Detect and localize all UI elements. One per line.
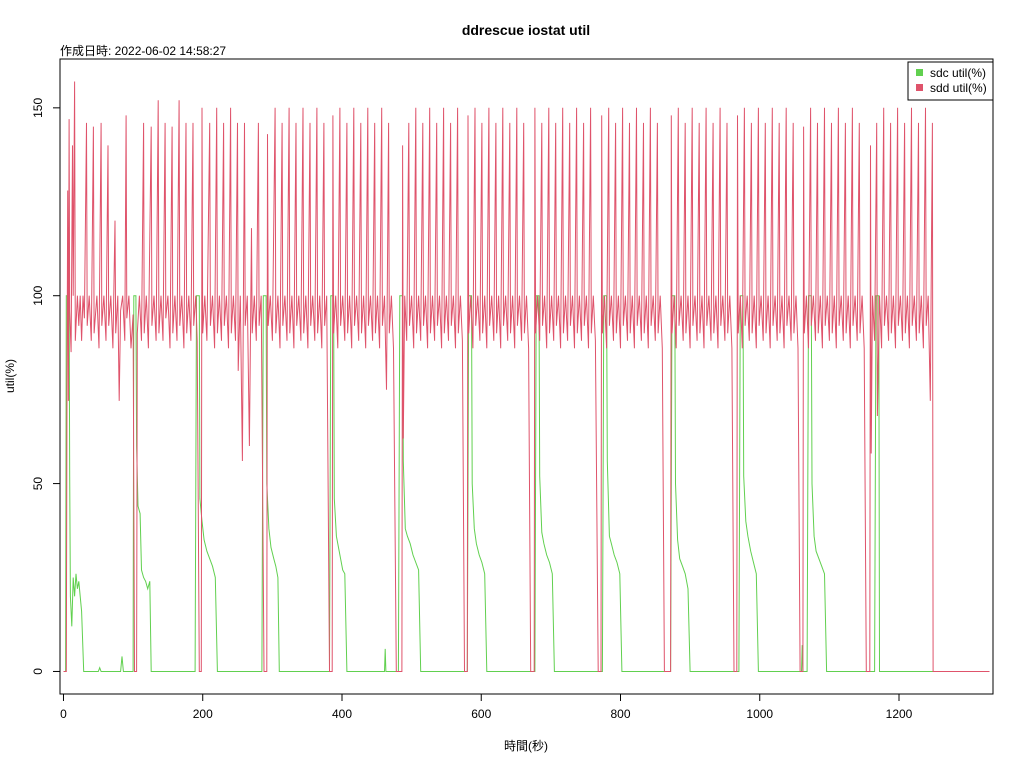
legend-label-sdd: sdd util(%): [930, 81, 987, 95]
legend-box: [907, 61, 994, 101]
x-axis-label: 時間(秒): [504, 739, 548, 753]
x-tick-label: 600: [471, 707, 491, 721]
chart-subtitle: 作成日時: 2022-06-02 14:58:27: [60, 44, 226, 58]
chart-title: ddrescue iostat util: [462, 22, 590, 38]
plot-frame: [59, 58, 994, 695]
x-tick-label: 1000: [746, 707, 773, 721]
x-tick-label: 200: [193, 707, 213, 721]
legend: sdc util(%) sdd util(%): [907, 61, 994, 101]
y-tick-label: 150: [31, 98, 45, 118]
y-axis-label: util(%): [3, 359, 17, 393]
x-tick-label: 0: [60, 707, 67, 721]
x-tick-label: 400: [332, 707, 352, 721]
y-tick-label: 100: [31, 285, 45, 305]
x-tick-label: 800: [610, 707, 630, 721]
series-line-sdc: [63, 295, 990, 672]
legend-label-sdc: sdc util(%): [930, 66, 986, 80]
x-tick-label: 1200: [886, 707, 913, 721]
legend-swatch-sdc: [916, 69, 923, 76]
y-tick-label: 50: [31, 477, 45, 491]
series-layer: [63, 81, 990, 672]
series-line-sdd: [63, 81, 990, 672]
y-tick-label: 0: [31, 668, 45, 675]
legend-swatch-sdd: [916, 84, 923, 91]
